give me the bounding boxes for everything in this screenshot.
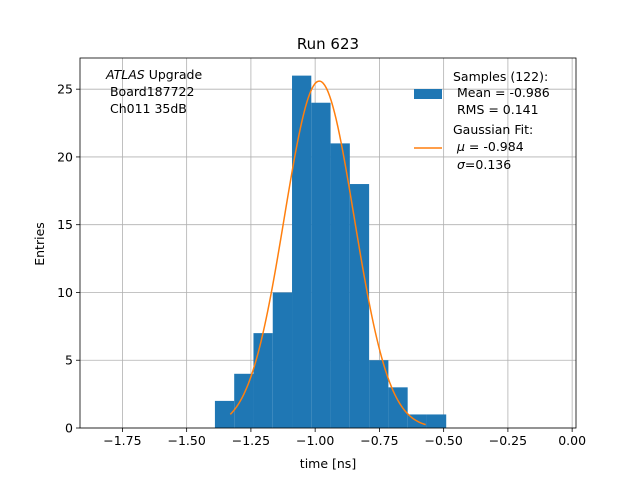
histogram-bar bbox=[292, 75, 312, 428]
histogram-bar bbox=[253, 333, 273, 428]
channel-label: Ch011 35dB bbox=[106, 101, 187, 116]
x-tick-label: −1.00 bbox=[296, 433, 334, 448]
legend-fit-mu: μ = -0.984 bbox=[453, 139, 524, 154]
y-tick-label: 5 bbox=[65, 353, 73, 368]
legend-samples-title: Samples (122): bbox=[453, 69, 548, 84]
y-axis-label: Entries bbox=[32, 222, 47, 266]
legend-fit-title: Gaussian Fit: bbox=[453, 122, 533, 137]
legend-fit-sigma: σ=0.136 bbox=[453, 157, 511, 172]
histogram-bar bbox=[388, 387, 408, 428]
atlas-label: ATLAS bbox=[105, 67, 145, 82]
gaussian-fit-curve bbox=[229, 80, 426, 426]
board-label: Board187722 bbox=[106, 84, 194, 99]
legend-rms: RMS = 0.141 bbox=[453, 102, 539, 117]
axis-ticks: −1.75 −1.50 −1.25 −1.00 −0.75 −0.50 −0.25 0.00 0… bbox=[57, 82, 586, 448]
legend-mu-value: = -0.984 bbox=[465, 139, 524, 154]
histogram-bar bbox=[272, 292, 293, 428]
y-tick-label: 0 bbox=[65, 421, 73, 436]
x-tick-label: −1.25 bbox=[232, 433, 270, 448]
legend: Samples (122): Mean = -0.986 RMS = 0.141… bbox=[414, 69, 550, 172]
histogram-bars bbox=[214, 75, 447, 428]
x-tick-label: −0.50 bbox=[424, 433, 462, 448]
histogram-bar bbox=[214, 400, 235, 428]
atlas-label-line: ATLAS Upgrade bbox=[105, 67, 202, 82]
x-tick-label: −1.75 bbox=[103, 433, 141, 448]
y-tick-label: 15 bbox=[57, 217, 73, 232]
histogram-bar bbox=[369, 360, 389, 428]
y-tick-label: 20 bbox=[57, 149, 73, 164]
y-tick-label: 25 bbox=[57, 82, 73, 97]
atlas-suffix: Upgrade bbox=[145, 67, 203, 82]
x-tick-label: −1.50 bbox=[167, 433, 205, 448]
x-axis-label: time [ns] bbox=[300, 456, 356, 471]
histogram-bar bbox=[349, 184, 370, 428]
histogram-bar bbox=[330, 143, 350, 428]
x-tick-label: 0.00 bbox=[558, 433, 586, 448]
legend-sigma-symbol: σ bbox=[457, 157, 466, 172]
legend-mu-symbol: μ bbox=[456, 139, 465, 154]
histogram-bar bbox=[311, 102, 331, 428]
legend-histogram-swatch bbox=[414, 89, 442, 99]
chart-title: Run 623 bbox=[297, 35, 359, 53]
legend-sigma-value: =0.136 bbox=[465, 157, 511, 172]
atlas-annotation: ATLAS Upgrade Board187722 Ch011 35dB bbox=[105, 67, 202, 116]
y-tick-label: 10 bbox=[57, 285, 73, 300]
x-tick-label: −0.75 bbox=[360, 433, 398, 448]
histogram-bar bbox=[426, 414, 447, 428]
plot-frame bbox=[79, 57, 577, 429]
histogram-bar bbox=[234, 373, 254, 428]
x-tick-label: −0.25 bbox=[489, 433, 527, 448]
legend-mean: Mean = -0.986 bbox=[453, 85, 550, 100]
